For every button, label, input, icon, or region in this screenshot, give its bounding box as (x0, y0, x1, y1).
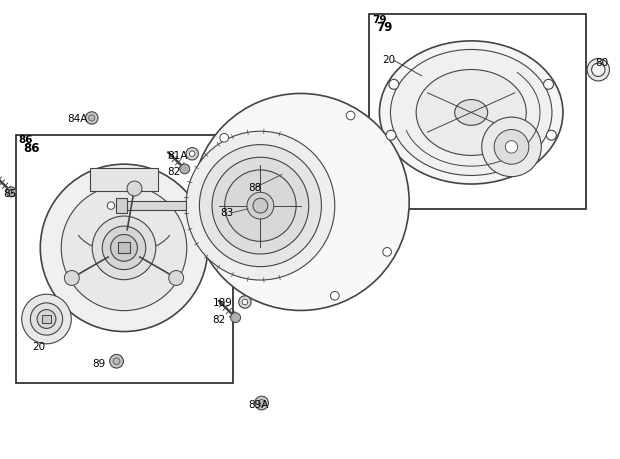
Ellipse shape (61, 185, 187, 311)
Text: eReplacementParts.com: eReplacementParts.com (216, 222, 404, 237)
Text: 80: 80 (595, 58, 608, 68)
Bar (116, 198, 127, 213)
Ellipse shape (383, 247, 391, 256)
Ellipse shape (110, 354, 123, 368)
Ellipse shape (494, 129, 529, 164)
Bar (369, 14, 586, 209)
Ellipse shape (258, 400, 265, 406)
Text: 86: 86 (23, 142, 40, 155)
Ellipse shape (186, 131, 335, 280)
Ellipse shape (416, 69, 526, 156)
Ellipse shape (7, 188, 16, 196)
Ellipse shape (192, 94, 409, 310)
Ellipse shape (242, 299, 248, 305)
Ellipse shape (110, 235, 138, 261)
Ellipse shape (546, 130, 556, 140)
Bar (118, 242, 130, 253)
Ellipse shape (231, 313, 241, 323)
Text: 83: 83 (221, 208, 234, 218)
Ellipse shape (92, 216, 156, 280)
Ellipse shape (180, 164, 190, 174)
Bar (127, 201, 186, 211)
Ellipse shape (127, 181, 142, 196)
Ellipse shape (40, 164, 208, 331)
Ellipse shape (9, 190, 13, 194)
Ellipse shape (37, 309, 56, 329)
Ellipse shape (224, 170, 296, 241)
Text: 88: 88 (248, 183, 261, 193)
Ellipse shape (102, 226, 146, 269)
Ellipse shape (239, 296, 251, 308)
Ellipse shape (389, 79, 399, 90)
Text: 189: 189 (213, 298, 232, 308)
Ellipse shape (190, 151, 195, 157)
Ellipse shape (587, 59, 609, 81)
Text: 89A: 89A (248, 400, 268, 410)
Text: 86: 86 (19, 135, 33, 145)
Ellipse shape (22, 294, 71, 344)
Bar (16, 135, 232, 383)
Bar (90, 168, 158, 191)
Ellipse shape (255, 396, 268, 410)
Ellipse shape (482, 117, 541, 177)
Ellipse shape (591, 63, 605, 77)
Text: 85: 85 (3, 189, 16, 199)
Ellipse shape (107, 202, 115, 209)
Ellipse shape (113, 358, 120, 364)
Ellipse shape (64, 270, 79, 285)
Text: 79: 79 (376, 21, 392, 34)
Ellipse shape (169, 270, 184, 285)
Ellipse shape (505, 140, 518, 153)
Text: 89: 89 (92, 359, 105, 369)
Ellipse shape (386, 130, 396, 140)
Ellipse shape (379, 41, 563, 184)
Ellipse shape (253, 198, 268, 213)
Ellipse shape (454, 100, 488, 125)
Text: 84A: 84A (67, 114, 87, 124)
Ellipse shape (391, 50, 552, 175)
Ellipse shape (544, 79, 554, 90)
Ellipse shape (6, 187, 16, 197)
Text: 82: 82 (213, 315, 226, 325)
Text: 79: 79 (372, 15, 386, 25)
Text: 20: 20 (383, 55, 396, 65)
Ellipse shape (186, 147, 198, 160)
Ellipse shape (89, 115, 95, 121)
Ellipse shape (220, 134, 229, 142)
Ellipse shape (86, 112, 98, 124)
Text: 82: 82 (167, 167, 180, 177)
Ellipse shape (200, 145, 321, 267)
Text: 20: 20 (32, 342, 45, 353)
Ellipse shape (330, 291, 339, 300)
Ellipse shape (247, 192, 274, 219)
Ellipse shape (30, 303, 63, 335)
Text: 81A: 81A (167, 151, 188, 161)
Bar (42, 315, 51, 323)
Ellipse shape (347, 111, 355, 120)
Ellipse shape (212, 157, 309, 254)
